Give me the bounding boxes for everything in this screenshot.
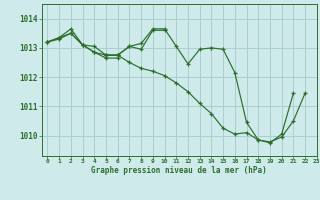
X-axis label: Graphe pression niveau de la mer (hPa): Graphe pression niveau de la mer (hPa) [91,166,267,175]
